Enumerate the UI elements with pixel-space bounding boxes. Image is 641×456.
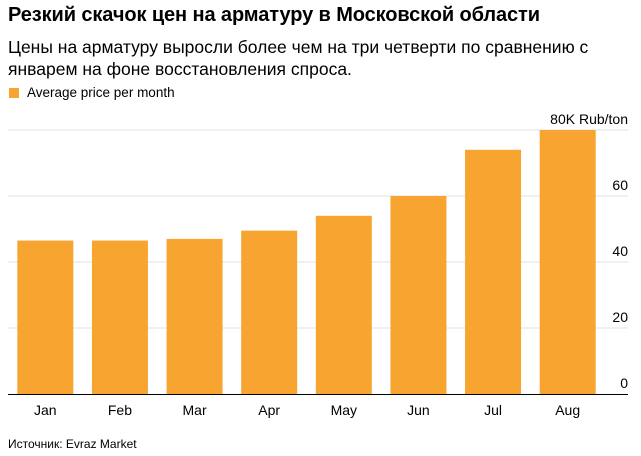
y-tick-label-0: 0 [620,375,628,391]
y-tick-label-80: 80K Rub/ton [550,111,628,127]
bar-aug [539,130,596,394]
bar-jul [465,149,522,394]
y-tick-label-40: 40 [612,243,628,259]
y-tick-label-60: 60 [612,177,628,193]
x-tick-label-jun: Jun [407,402,430,418]
bar-may [315,215,372,394]
chart-subtitle: Цены на арматуру выросли более чем на тр… [8,37,589,79]
legend-label: Average price per month [27,85,175,100]
bar-jan [17,240,74,394]
y-tick-label-20: 20 [612,309,628,325]
x-tick-label-may: May [331,402,357,418]
x-tick-label-aug: Aug [555,402,580,418]
x-tick-label-apr: Apr [258,402,280,418]
x-tick-label-feb: Feb [108,402,132,418]
x-tick-label-mar: Mar [183,402,207,418]
bar-feb [91,240,148,394]
chart-title: Резкий скачок цен на арматуру в Московск… [8,4,540,26]
legend: Average price per month [9,85,175,100]
bar-mar [166,238,223,394]
x-tick-label-jan: Jan [34,402,57,418]
bar-jun [390,196,447,394]
x-tick-label-jul: Jul [484,402,502,418]
bar-apr [241,230,298,394]
legend-swatch [9,87,19,98]
source-note: Источник: Evraz Market [8,437,137,451]
